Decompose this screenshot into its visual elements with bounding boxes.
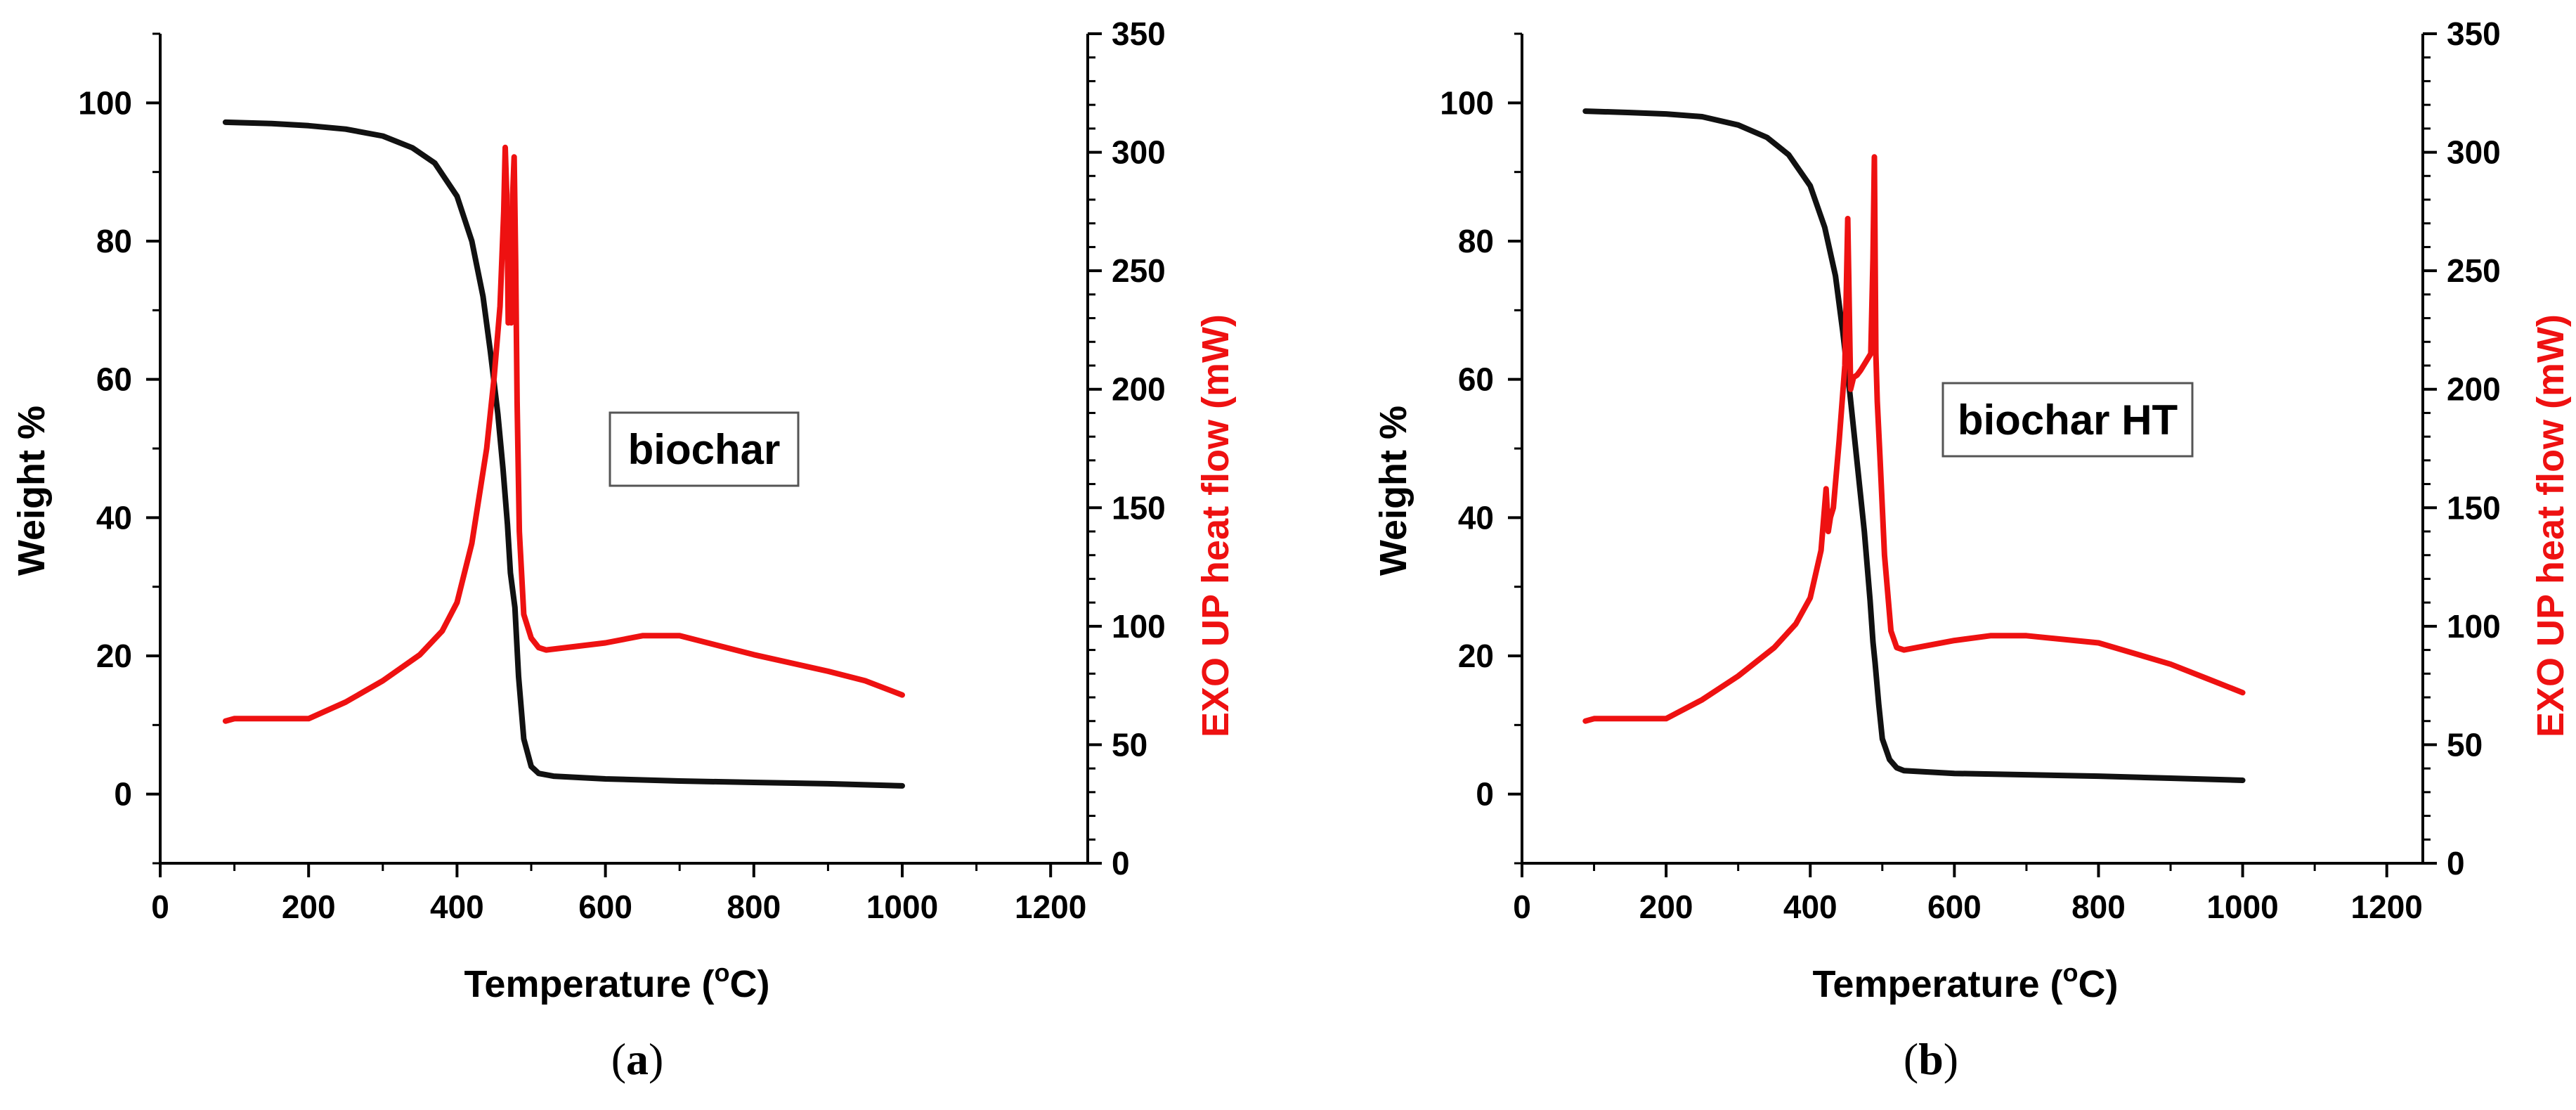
x-tick-label: 800 <box>727 889 781 925</box>
y-tick-label: 20 <box>96 638 132 674</box>
y-tick-label: 40 <box>1458 499 1494 536</box>
annotation-text: biochar HT <box>1958 396 2178 444</box>
panel-label-close: ) <box>1944 1034 1958 1084</box>
y2-tick-label: 300 <box>1112 134 1166 171</box>
y-tick-label: 100 <box>1440 84 1494 121</box>
y2-tick-label: 300 <box>2447 134 2501 171</box>
y-tick-label: 80 <box>1458 223 1494 259</box>
y-tick-label: 0 <box>114 776 132 813</box>
x-axis-title: Temperature (oC) <box>464 958 769 1005</box>
y2-tick-label: 150 <box>2447 489 2501 526</box>
y-axis-title: Weight % <box>1372 406 1414 576</box>
y-tick-label: 100 <box>78 84 132 121</box>
x-tick-label: 400 <box>430 889 484 925</box>
y-tick-label: 0 <box>1476 776 1494 813</box>
y2-tick-label: 350 <box>2447 15 2501 52</box>
x-tick-label: 0 <box>151 889 169 925</box>
x-tick-label: 1000 <box>866 889 938 925</box>
y2-tick-label: 250 <box>2447 252 2501 289</box>
x-tick-label: 1000 <box>2206 889 2278 925</box>
y2-tick-label: 100 <box>1112 608 1166 645</box>
x-tick-label: 800 <box>2071 889 2126 925</box>
x-tick-label: 600 <box>1927 889 1982 925</box>
panel-label-open: ( <box>1904 1034 1918 1084</box>
y2-axis-title: EXO UP heat flow (mW) <box>2530 314 2572 737</box>
annotation-box <box>609 411 800 487</box>
annotation-text: biochar <box>628 426 781 473</box>
y-tick-label: 60 <box>1458 361 1494 398</box>
y2-tick-label: 200 <box>2447 371 2501 408</box>
panel-label-letter: b <box>1918 1034 1944 1084</box>
panel-label: (b) <box>1904 1034 1958 1084</box>
y-tick-label: 40 <box>96 499 132 536</box>
x-axis-title-unit: C) <box>730 963 770 1005</box>
y2-tick-label: 350 <box>1112 15 1166 52</box>
x-axis-title: Temperature (oC) <box>1812 958 2118 1005</box>
x-tick-label: 200 <box>1639 889 1693 925</box>
y2-tick-label: 50 <box>2447 726 2483 763</box>
y2-tick-label: 0 <box>2447 845 2465 882</box>
y-tick-label: 20 <box>1458 638 1494 674</box>
y2-tick-label: 50 <box>1112 726 1147 763</box>
weight-series-line <box>222 119 905 789</box>
panel-label-open: ( <box>611 1034 626 1084</box>
panel-label-close: ) <box>649 1034 663 1084</box>
panel-label: (a) <box>611 1034 664 1084</box>
y2-tick-label: 200 <box>1112 371 1166 408</box>
x-tick-label: 600 <box>578 889 632 925</box>
y2-tick-label: 100 <box>2447 608 2501 645</box>
x-axis-title-text: Temperature ( <box>1812 963 2062 1005</box>
x-axis-title-unit: C) <box>2079 963 2119 1005</box>
heat-flow-series-line <box>1582 154 2246 724</box>
y-axis-title: Weight % <box>11 406 53 576</box>
y2-tick-label: 150 <box>1112 489 1166 526</box>
x-tick-label: 400 <box>1783 889 1837 925</box>
annotation-box <box>1941 382 2194 458</box>
x-axis-title-degree: o <box>2063 958 2079 987</box>
y2-axis-title: EXO UP heat flow (mW) <box>1195 314 1237 737</box>
panel-label-letter: a <box>626 1034 649 1084</box>
weight-series-line <box>1582 108 2246 783</box>
y2-tick-label: 0 <box>1112 845 1130 882</box>
heat-flow-series-line <box>222 144 905 724</box>
panel-b: 0 200 400 600 800 1000 12000204060801000501001… <box>1372 15 2572 1084</box>
y-tick-label: 80 <box>96 223 132 259</box>
x-tick-label: 200 <box>282 889 336 925</box>
y2-tick-label: 250 <box>1112 252 1166 289</box>
x-axis-title-degree: o <box>715 958 730 987</box>
x-tick-label: 1200 <box>2351 889 2423 925</box>
x-tick-label: 0 <box>1513 889 1531 925</box>
x-tick-label: 1200 <box>1015 889 1086 925</box>
panel-a: 0 200 400 600 800 1000 12000204060801000501001… <box>11 15 1237 1084</box>
x-axis-title-text: Temperature ( <box>464 963 714 1005</box>
y-tick-label: 60 <box>96 361 132 398</box>
